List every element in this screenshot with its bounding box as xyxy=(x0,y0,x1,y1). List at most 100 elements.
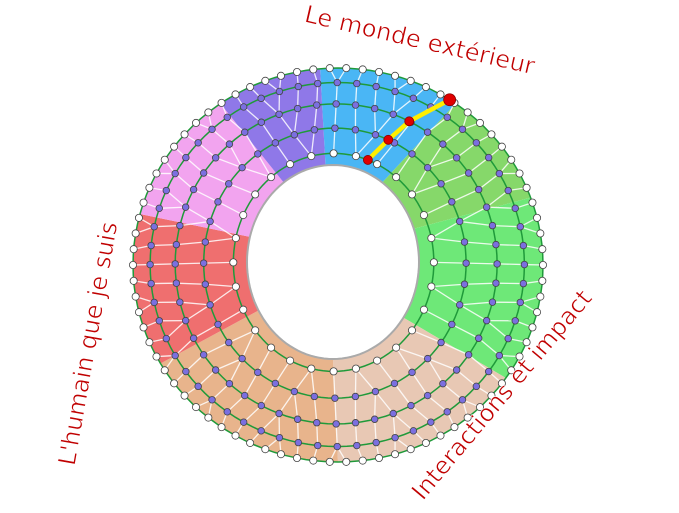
node-white xyxy=(528,323,537,332)
sector xyxy=(220,68,326,183)
node-white xyxy=(239,305,248,314)
node-blue xyxy=(443,113,451,122)
node-blue xyxy=(474,334,483,342)
node-white xyxy=(421,438,430,447)
spoke-line xyxy=(205,237,236,243)
node-white xyxy=(408,190,417,199)
spoke-line xyxy=(203,172,229,185)
sector xyxy=(382,103,531,229)
spoke-line xyxy=(423,309,453,326)
spoke-line xyxy=(174,337,195,357)
spoke-line xyxy=(334,103,337,129)
node-blue xyxy=(182,367,190,376)
node-blue xyxy=(519,241,528,250)
node-blue xyxy=(504,334,512,343)
node-white xyxy=(152,169,161,178)
spoke-line xyxy=(478,337,500,357)
spoke-line xyxy=(427,358,444,384)
node-blue xyxy=(427,418,435,426)
spoke-line xyxy=(293,368,312,392)
spoke-line xyxy=(165,190,187,208)
node-white xyxy=(276,71,285,80)
node-blue xyxy=(310,392,319,401)
spoke-line xyxy=(226,395,246,413)
node-blue xyxy=(351,126,360,134)
node-blue xyxy=(294,438,303,447)
node-white xyxy=(325,457,334,466)
spoke-line xyxy=(228,183,256,196)
node-white xyxy=(522,338,531,347)
spoke-line xyxy=(431,286,461,306)
node-blue xyxy=(225,140,234,148)
node-blue xyxy=(239,103,248,111)
spoke-line xyxy=(197,142,217,159)
spoke-line xyxy=(411,167,429,195)
node-white xyxy=(131,229,140,238)
node-white xyxy=(134,308,143,317)
node-blue xyxy=(464,169,473,177)
node-white xyxy=(450,423,459,432)
node-blue xyxy=(452,154,461,162)
node-white xyxy=(231,234,240,243)
node-white xyxy=(286,160,295,169)
node-blue xyxy=(223,408,231,416)
spoke-line xyxy=(451,188,479,203)
node-blue xyxy=(511,204,519,213)
spoke-line xyxy=(374,391,394,414)
node-white xyxy=(145,338,154,347)
node-blue xyxy=(254,368,262,377)
node-white xyxy=(427,234,436,243)
node-white xyxy=(358,456,367,465)
spoke-line xyxy=(427,116,448,133)
node-blue xyxy=(460,280,469,288)
spoke-line xyxy=(395,346,428,360)
node-blue xyxy=(257,94,265,102)
node-white xyxy=(406,76,415,85)
node-blue xyxy=(171,169,179,178)
node-blue xyxy=(331,124,339,132)
node-blue xyxy=(423,354,432,363)
spoke-line xyxy=(278,391,295,414)
node-blue xyxy=(172,279,181,287)
node-blue xyxy=(155,204,163,213)
spoke-line xyxy=(392,91,396,115)
spoke-line xyxy=(244,372,259,396)
node-white xyxy=(231,90,240,99)
node-blue xyxy=(211,366,220,374)
spoke-line xyxy=(486,206,516,209)
node-blue xyxy=(351,101,360,109)
sector xyxy=(333,317,506,462)
spoke-line xyxy=(203,341,230,356)
node-white xyxy=(351,152,360,161)
spoke-line xyxy=(431,283,465,288)
node-white xyxy=(406,445,415,454)
node-white xyxy=(487,130,496,139)
node-blue xyxy=(238,163,246,172)
node-blue xyxy=(448,198,456,206)
node-white xyxy=(131,292,140,301)
node-white xyxy=(487,391,496,400)
node-blue xyxy=(241,391,249,400)
node-white xyxy=(231,282,240,291)
node-blue xyxy=(189,334,198,342)
spoke-line xyxy=(228,358,243,384)
spoke-line xyxy=(431,237,465,243)
node-white xyxy=(329,149,338,158)
node-blue xyxy=(332,100,340,108)
node-blue xyxy=(225,180,233,188)
node-white xyxy=(139,198,148,207)
node-blue xyxy=(474,185,483,194)
node-blue xyxy=(146,260,154,269)
node-blue xyxy=(293,104,302,113)
node-white xyxy=(419,305,428,314)
node-white xyxy=(292,67,301,76)
node-white xyxy=(231,431,240,440)
spoke-line xyxy=(241,330,256,359)
node-blue xyxy=(409,94,418,102)
node-blue xyxy=(313,101,321,109)
node-blue xyxy=(194,382,202,391)
node-white xyxy=(539,260,548,269)
spoke-line xyxy=(410,405,432,423)
node-white xyxy=(476,403,485,412)
